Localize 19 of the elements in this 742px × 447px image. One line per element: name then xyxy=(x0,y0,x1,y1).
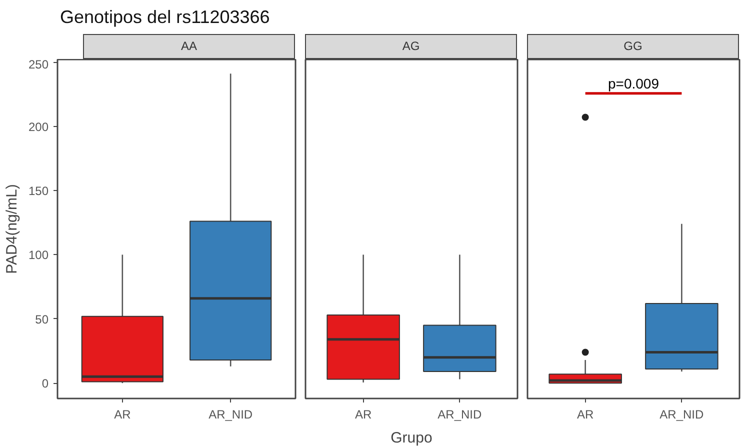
x-tick-label: AR_NID xyxy=(438,408,482,422)
y-tick-label: 250 xyxy=(28,58,49,72)
x-tick-label: AR xyxy=(354,408,372,422)
x-tick-label: AR xyxy=(114,408,132,422)
y-tick-label: 0 xyxy=(42,376,49,391)
chart-title: GG xyxy=(624,38,642,55)
text: Genotipos del rs11203366 xyxy=(60,6,270,29)
chart-title: AA xyxy=(180,38,197,55)
x-tick-label: AR_NID xyxy=(660,408,704,422)
x-axis-title: Grupo xyxy=(390,430,432,446)
x-tick-label: AR xyxy=(576,408,594,422)
y-tick-label: 100 xyxy=(28,248,49,262)
y-tick-label: 50 xyxy=(35,312,49,326)
chart-title: AG xyxy=(402,38,420,55)
y-tick-label: 150 xyxy=(28,184,49,198)
x-tick-label: AR_NID xyxy=(208,408,253,422)
annotation: p=0.009 xyxy=(608,75,660,92)
y-tick-label: 200 xyxy=(28,120,49,134)
y-axis-title: PAD4(ng/mL) xyxy=(3,184,20,274)
